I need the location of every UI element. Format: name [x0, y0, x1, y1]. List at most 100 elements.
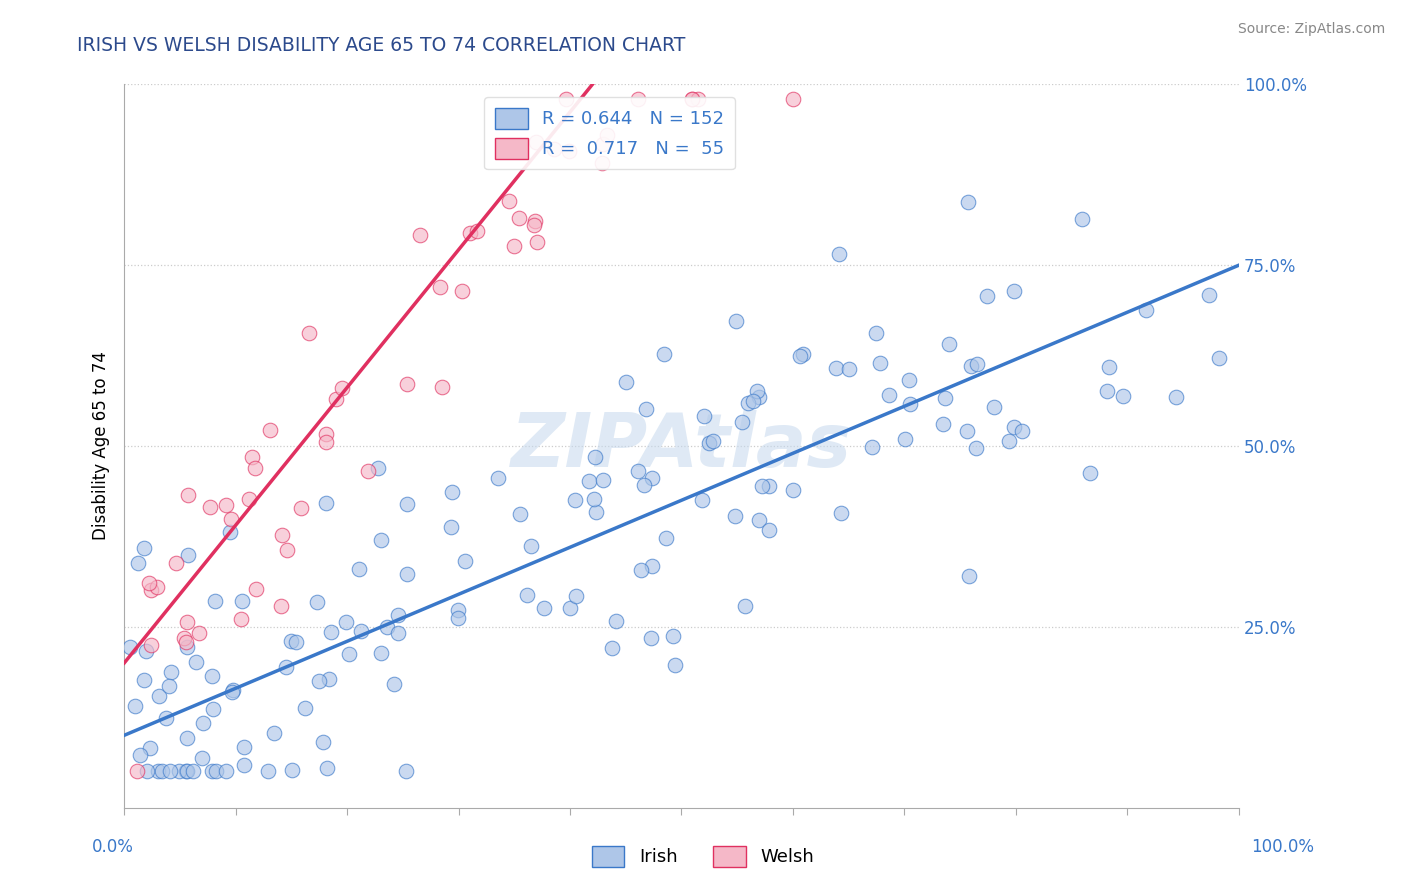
- Point: [127, 556, 149, 570]
- Point: [592, 473, 614, 487]
- Point: [509, 507, 531, 521]
- Point: [396, 377, 419, 392]
- Point: [367, 461, 389, 475]
- Point: [375, 620, 398, 634]
- Point: [824, 360, 846, 375]
- Point: [148, 689, 170, 703]
- Point: [938, 337, 960, 351]
- Point: [983, 400, 1005, 414]
- Point: [681, 92, 703, 106]
- Point: [141, 638, 163, 652]
- Point: [934, 391, 956, 405]
- Point: [614, 375, 637, 389]
- Point: [200, 764, 222, 779]
- Point: [350, 624, 373, 638]
- Point: [454, 554, 477, 568]
- Point: [290, 501, 312, 516]
- Point: [447, 602, 470, 616]
- Point: [245, 461, 267, 475]
- Point: [582, 491, 605, 506]
- Point: [409, 228, 432, 243]
- Point: [681, 92, 703, 106]
- Point: [758, 523, 780, 537]
- Point: [957, 568, 980, 582]
- Point: [697, 435, 720, 450]
- Point: [387, 608, 409, 623]
- Point: [146, 764, 169, 779]
- Point: [869, 356, 891, 370]
- Point: [747, 384, 769, 398]
- Point: [430, 380, 453, 394]
- Point: [184, 655, 207, 669]
- Text: ZIPAtlas: ZIPAtlas: [510, 409, 852, 483]
- Point: [176, 731, 198, 746]
- Point: [627, 92, 650, 106]
- Point: [183, 764, 205, 779]
- Point: [118, 640, 141, 654]
- Point: [440, 484, 463, 499]
- Point: [932, 417, 955, 431]
- Point: [193, 716, 215, 731]
- Point: [281, 763, 304, 777]
- Point: [558, 601, 581, 615]
- Point: [274, 660, 297, 674]
- Point: [429, 280, 451, 294]
- Point: [640, 631, 662, 645]
- Point: [758, 479, 780, 493]
- Point: [125, 764, 148, 779]
- Point: [564, 492, 586, 507]
- Point: [690, 492, 713, 507]
- Point: [957, 194, 980, 209]
- Point: [652, 347, 675, 361]
- Point: [395, 566, 418, 581]
- Point: [1164, 390, 1187, 404]
- Point: [233, 757, 256, 772]
- Point: [238, 492, 260, 507]
- Point: [159, 665, 181, 680]
- Point: [173, 631, 195, 645]
- Point: [1198, 287, 1220, 301]
- Point: [315, 427, 337, 442]
- Point: [128, 747, 150, 762]
- Point: [865, 326, 887, 340]
- Point: [312, 735, 335, 749]
- Point: [688, 92, 710, 106]
- Point: [789, 349, 811, 363]
- Point: [146, 581, 169, 595]
- Point: [520, 539, 543, 553]
- Point: [165, 556, 187, 570]
- Point: [339, 647, 361, 661]
- Point: [976, 289, 998, 303]
- Point: [135, 644, 157, 658]
- Point: [897, 373, 920, 387]
- Point: [605, 614, 627, 628]
- Point: [1070, 211, 1092, 226]
- Point: [263, 726, 285, 740]
- Point: [516, 588, 538, 602]
- Point: [742, 394, 765, 409]
- Point: [395, 764, 418, 779]
- Point: [159, 764, 181, 779]
- Point: [633, 477, 655, 491]
- Point: [134, 673, 156, 687]
- Point: [177, 548, 200, 562]
- Point: [396, 498, 419, 512]
- Point: [533, 601, 555, 615]
- Point: [792, 347, 814, 361]
- Point: [315, 760, 337, 774]
- Point: [284, 634, 307, 648]
- Point: [458, 226, 481, 240]
- Point: [1208, 351, 1230, 365]
- Legend: R = 0.644   N = 152, R =  0.717   N =  55: R = 0.644 N = 152, R = 0.717 N = 55: [484, 97, 735, 169]
- Point: [693, 409, 716, 423]
- Point: [627, 464, 650, 478]
- Point: [860, 440, 883, 454]
- Point: [555, 92, 578, 106]
- Point: [221, 684, 243, 698]
- Point: [503, 238, 526, 252]
- Text: 0.0%: 0.0%: [91, 838, 134, 855]
- Point: [176, 764, 198, 779]
- Point: [335, 615, 357, 629]
- Point: [155, 711, 177, 725]
- Point: [731, 415, 754, 429]
